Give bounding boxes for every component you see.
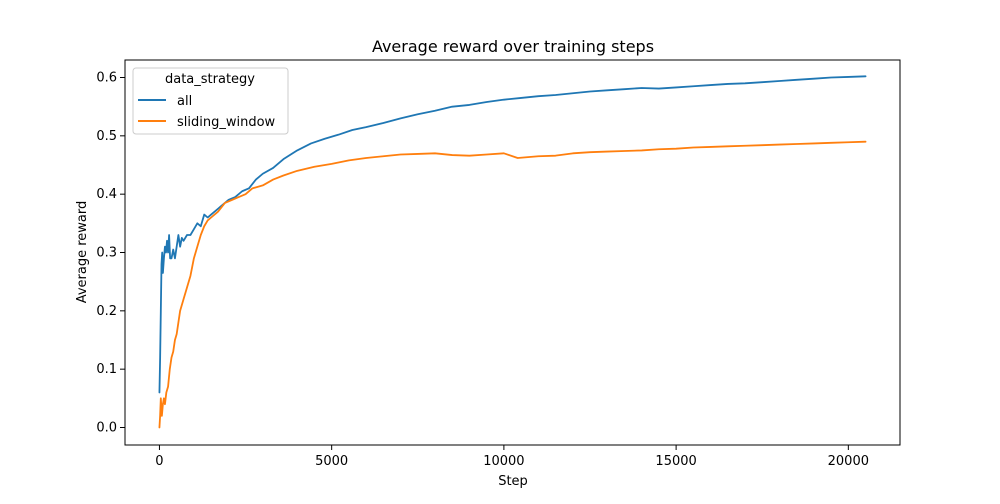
y-tick-label-0.4: 0.4: [96, 187, 117, 202]
x-tick-label-15000: 15000: [655, 454, 696, 469]
x-axis-ticks: 0 5000 10000 15000 20000: [155, 445, 869, 469]
y-tick-label-0.6: 0.6: [96, 71, 117, 86]
legend: data_strategy all sliding_window: [132, 67, 289, 135]
series-layer: [158, 75, 867, 429]
chart-title: Average reward over training steps: [372, 37, 654, 56]
y-axis-ticks: 0.0 0.1 0.2 0.3 0.4 0.5 0.6: [96, 71, 125, 436]
x-tick-label-20000: 20000: [828, 454, 869, 469]
series-line-all: [158, 75, 867, 394]
legend-title: data_strategy: [165, 72, 255, 87]
series-line-sliding-window: [158, 140, 867, 429]
y-tick-label-0.2: 0.2: [96, 304, 117, 319]
x-tick-label-10000: 10000: [483, 454, 524, 469]
legend-label-sliding-window: sliding_window: [177, 115, 276, 130]
x-tick-label-5000: 5000: [315, 454, 348, 469]
y-tick-label-0.0: 0.0: [96, 421, 117, 436]
y-axis-label: Average reward: [75, 201, 90, 304]
legend-label-all: all: [177, 94, 192, 109]
y-tick-label-0.3: 0.3: [96, 246, 117, 261]
x-tick-label-0: 0: [155, 454, 163, 469]
legend-box: [132, 67, 289, 135]
y-tick-label-0.1: 0.1: [96, 362, 117, 377]
x-axis-label: Step: [498, 474, 528, 489]
y-tick-label-0.5: 0.5: [96, 129, 117, 144]
